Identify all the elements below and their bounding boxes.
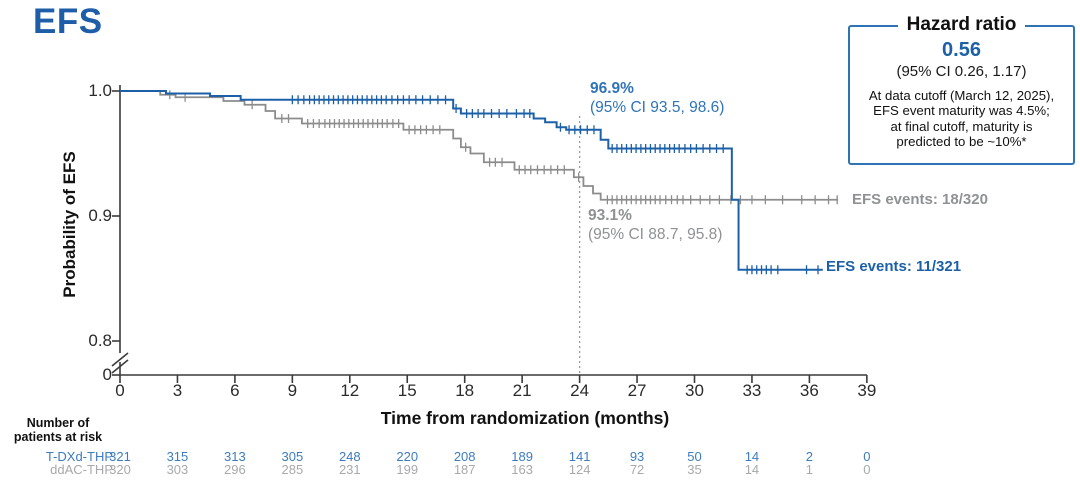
landmark-value-ddac: 93.1%	[588, 207, 632, 224]
risk-count: 189	[511, 449, 533, 464]
risk-count: 141	[568, 449, 591, 464]
axis-break-mark	[111, 359, 129, 374]
maturity-note: At data cutoff (March 12, 2025), EFS eve…	[868, 88, 1055, 150]
x-tick-label: 6	[230, 381, 240, 400]
x-tick-label: 18	[455, 381, 475, 400]
risk-count: 296	[224, 462, 246, 477]
risk-count: 2	[805, 449, 813, 464]
ddac-thp-curve	[120, 90, 839, 201]
hazard-ratio-box: Hazard ratio 0.56 (95% CI 0.26, 1.17) At…	[848, 14, 1075, 165]
risk-table-header: Number of patients at risk	[13, 416, 103, 444]
y-tick-label: 0	[102, 365, 112, 384]
risk-count: 14	[744, 449, 760, 464]
risk-row-label-tdxd: T-DXd-THP	[45, 449, 113, 464]
risk-count: 50	[687, 449, 702, 464]
x-tick-label: 33	[742, 381, 762, 400]
risk-count: 220	[396, 449, 419, 464]
risk-count: 305	[281, 449, 304, 464]
risk-count: 248	[338, 449, 361, 464]
axis-break-mark	[111, 352, 129, 367]
efs-events-label-ddac: EFS events: 18/320	[852, 191, 988, 208]
page-title: EFS	[33, 2, 103, 41]
efs-events-label-tdxd: EFS events: 11/321	[826, 258, 962, 275]
risk-count: 35	[687, 462, 702, 477]
risk-count: 320	[109, 462, 131, 477]
risk-count: 231	[338, 462, 361, 477]
risk-count: 1	[805, 462, 813, 477]
risk-count: 303	[166, 462, 189, 477]
landmark-value-tdxd: 96.9%	[590, 80, 634, 97]
risk-count: 315	[166, 449, 189, 464]
risk-row-label-ddac: ddAC-THP	[50, 462, 113, 477]
x-tick-label: 12	[340, 381, 360, 400]
landmark-annotation-ddac: 93.1% (95% CI 88.7, 95.8)	[588, 206, 722, 244]
risk-count: 0	[863, 462, 871, 477]
risk-count: 163	[511, 462, 533, 477]
hazard-ratio-heading: Hazard ratio	[850, 14, 1073, 36]
risk-count: 0	[863, 449, 871, 464]
x-tick-label: 9	[287, 381, 298, 400]
y-tick-label: 0.9	[88, 206, 112, 225]
risk-count: 93	[629, 449, 645, 464]
risk-count: 72	[629, 462, 645, 477]
hazard-ratio-ci: (95% CI 0.26, 1.17)	[896, 63, 1027, 80]
landmark-ci-ddac: (95% CI 88.7, 95.8)	[588, 226, 723, 243]
y-tick-label: 0.8	[88, 331, 112, 350]
risk-count: 321	[109, 449, 131, 464]
x-tick-label: 15	[397, 381, 417, 400]
x-tick-label: 21	[512, 381, 532, 400]
x-tick-label: 39	[857, 381, 877, 400]
risk-count: 285	[281, 462, 304, 477]
x-tick-label: 30	[685, 381, 704, 400]
landmark-annotation-tdxd: 96.9% (95% CI 93.5, 98.6)	[590, 79, 724, 117]
hazard-ratio-value: 0.56	[942, 39, 981, 61]
risk-count: 14	[744, 462, 760, 477]
x-tick-label: 0	[115, 381, 125, 400]
x-tick-label: 27	[627, 381, 647, 400]
y-tick-label: 1.0	[88, 81, 112, 100]
risk-count: 199	[396, 462, 419, 477]
x-tick-label: 3	[172, 381, 183, 400]
x-axis-title: Time from randomization (months)	[380, 408, 670, 428]
risk-count: 187	[453, 462, 476, 477]
x-tick-label: 24	[570, 381, 590, 400]
risk-count: 313	[224, 449, 246, 464]
landmark-ci-tdxd: (95% CI 93.5, 98.6)	[590, 99, 725, 116]
risk-count: 124	[568, 462, 591, 477]
risk-count: 208	[453, 449, 476, 464]
x-tick-label: 36	[799, 381, 819, 400]
